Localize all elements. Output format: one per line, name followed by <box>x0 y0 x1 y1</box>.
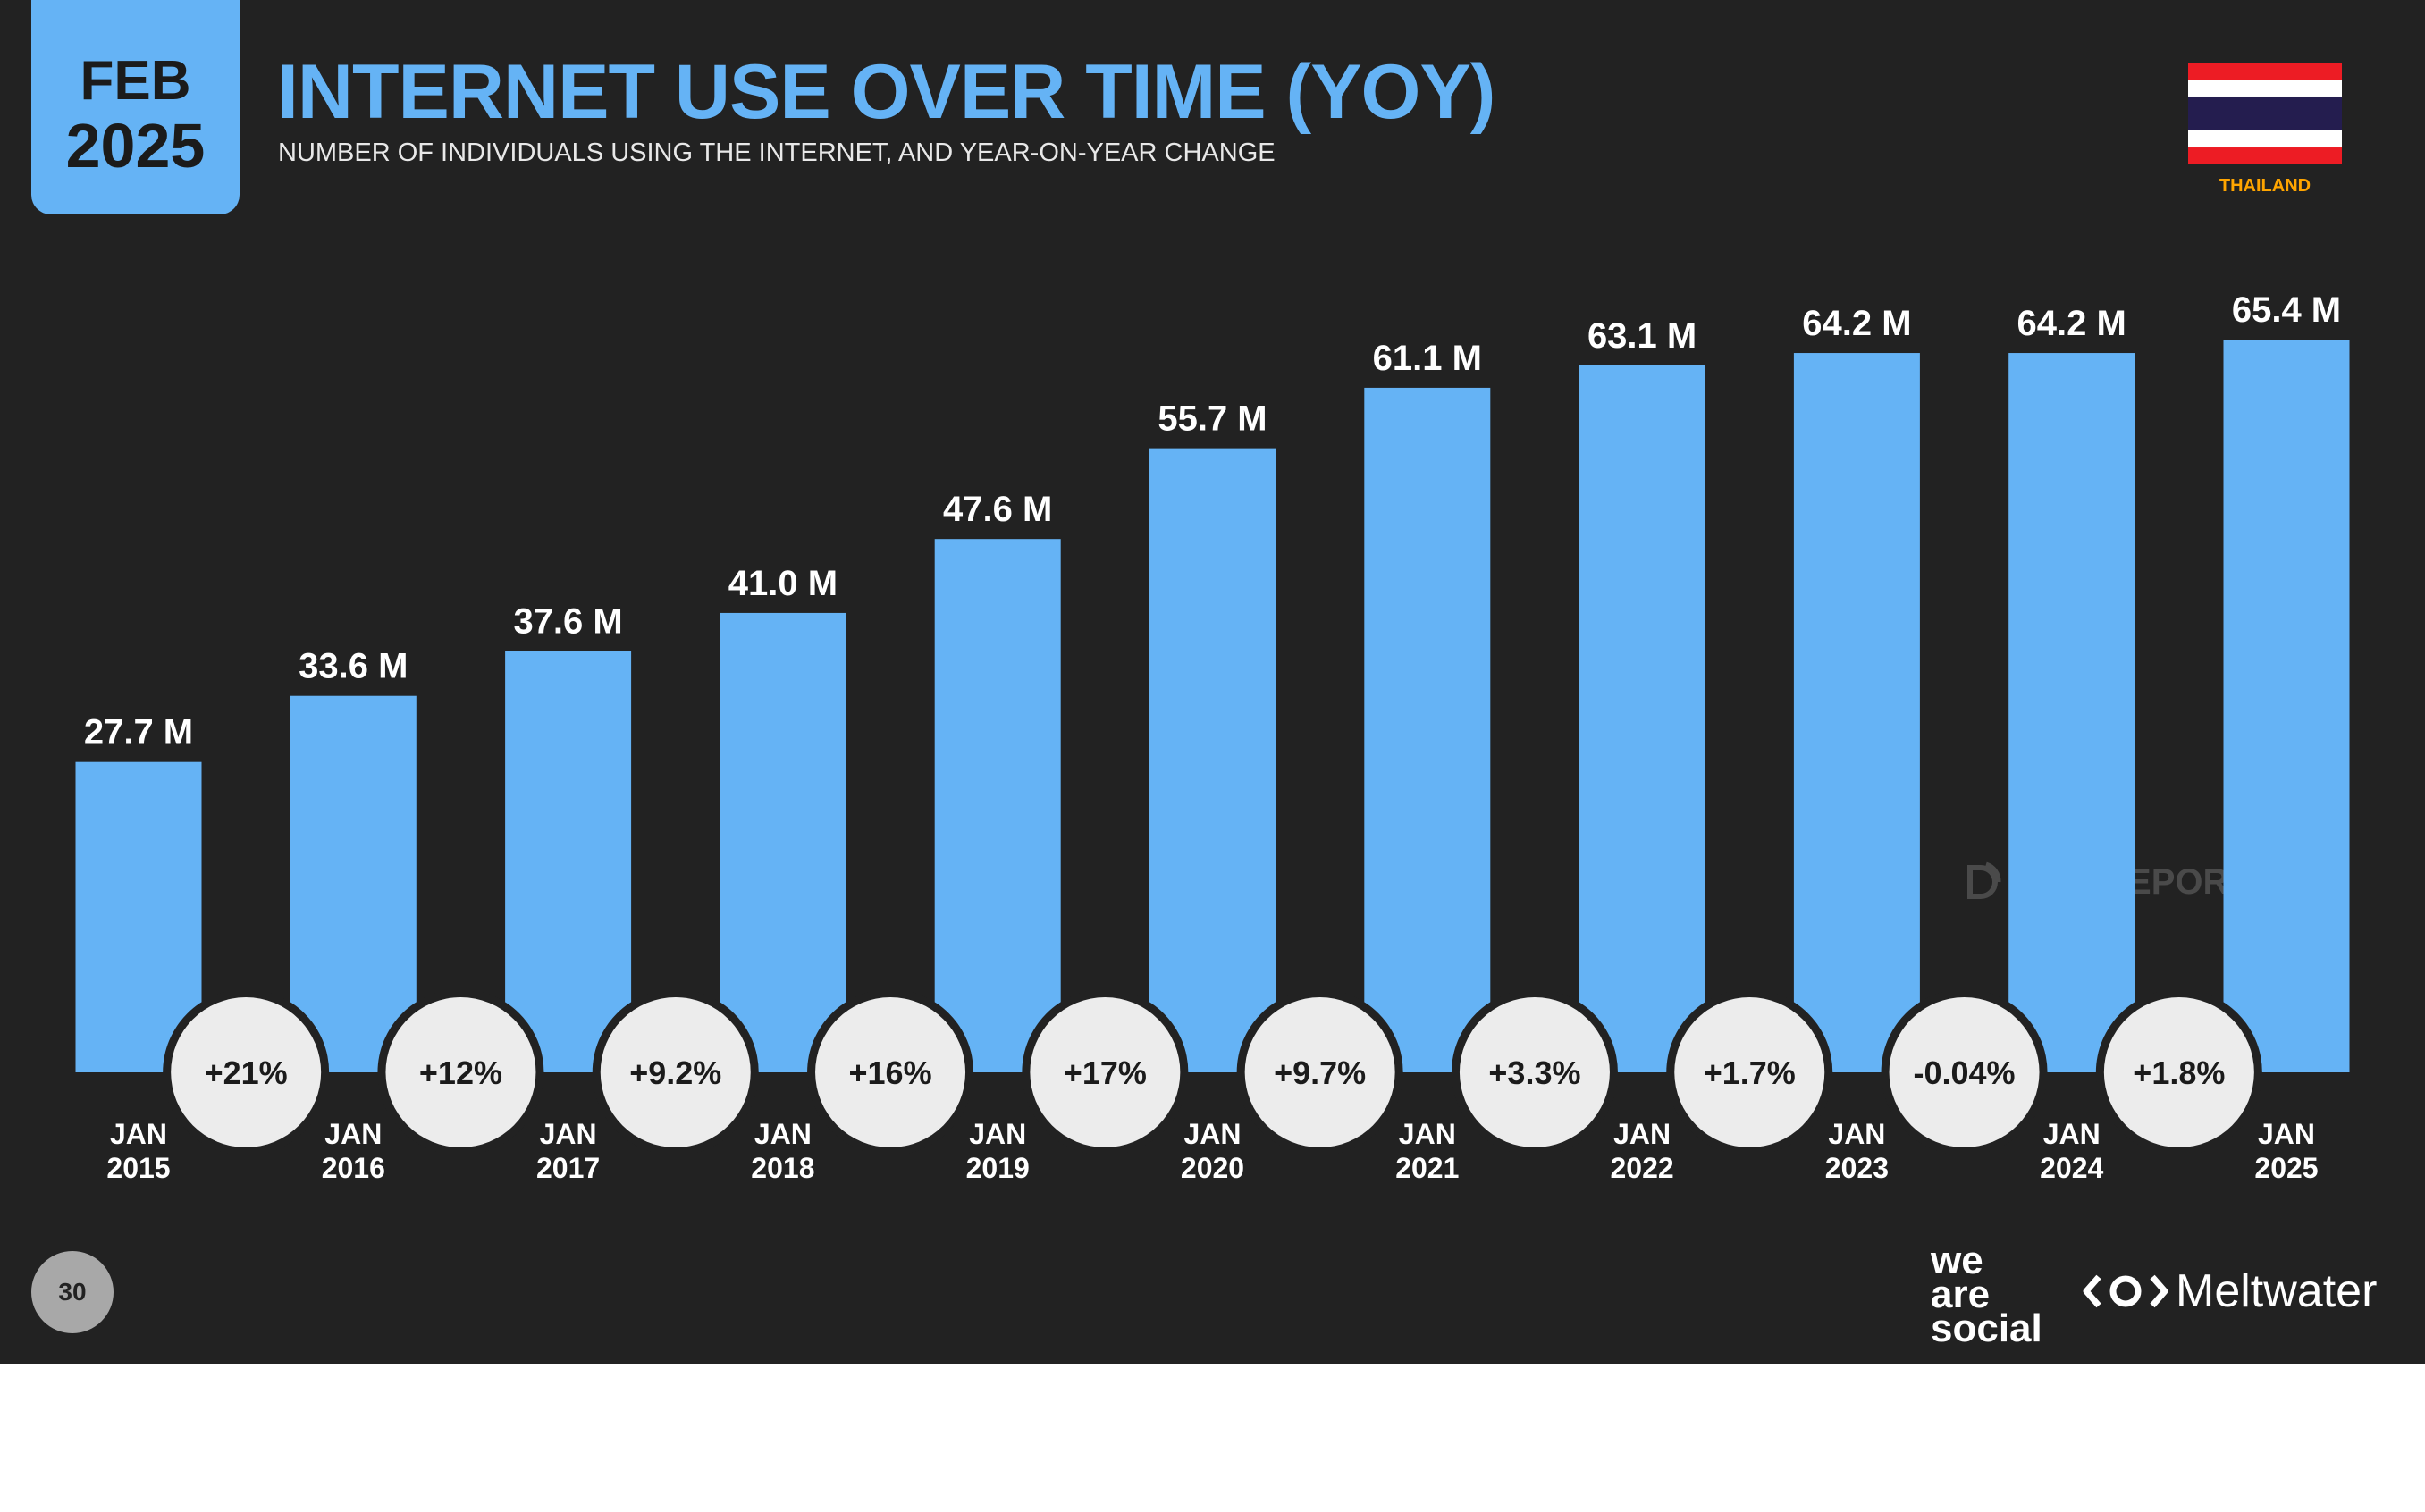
x-tick-month-1: JAN <box>324 1118 382 1150</box>
thailand-flag-icon <box>2188 63 2342 164</box>
x-tick-month-8: JAN <box>1828 1118 1885 1150</box>
bar-value-label-5: 55.7 M <box>1158 399 1267 439</box>
bar-0 <box>75 761 202 1072</box>
was-logo-line-2: are <box>1931 1273 1991 1316</box>
meltwater-logo: Meltwater <box>2083 1264 2377 1318</box>
x-tick-year-4: 2019 <box>966 1152 1030 1184</box>
x-tick-year-2: 2017 <box>536 1152 600 1184</box>
yoy-bubble-3 <box>815 997 966 1147</box>
yoy-change-label-7: +1.7% <box>1704 1054 1796 1091</box>
bar-value-label-9: 64.2 M <box>2017 304 2126 343</box>
x-tick-year-10: 2025 <box>2254 1152 2318 1184</box>
x-tick-month-7: JAN <box>1613 1118 1671 1150</box>
bar-value-label-7: 63.1 M <box>1587 316 1697 356</box>
bar-4 <box>934 539 1061 1072</box>
bar-value-label-2: 37.6 M <box>513 602 622 642</box>
datareportal-icon <box>1967 861 2001 899</box>
badge-month: FEB <box>80 50 191 112</box>
date-badge: FEB 2025 <box>31 0 240 214</box>
x-tick-month-6: JAN <box>1399 1118 1456 1150</box>
yoy-change-label-2: +9.2% <box>629 1054 721 1091</box>
was-logo-line-1: we <box>1931 1239 1983 1282</box>
meltwater-wordmark: Meltwater <box>2176 1265 2378 1317</box>
yoy-bubble-5 <box>1244 997 1395 1147</box>
bar-value-label-8: 64.2 M <box>1802 304 1911 343</box>
page-subtitle: NUMBER OF INDIVIDUALS USING THE INTERNET… <box>278 139 1276 167</box>
yoy-bubble-7 <box>1674 997 1825 1147</box>
x-tick-month-4: JAN <box>969 1118 1026 1150</box>
yoy-change-label-3: +16% <box>849 1054 932 1091</box>
yoy-bubble-2 <box>600 997 751 1147</box>
bar-7 <box>1579 365 1705 1073</box>
bar-value-label-6: 61.1 M <box>1373 339 1482 378</box>
bar-9 <box>2008 353 2135 1072</box>
bar-6 <box>1364 387 1491 1072</box>
bar-value-label-3: 41.0 M <box>728 564 838 603</box>
we-are-social-logo: we are social <box>1931 1239 2042 1350</box>
bar-value-label-1: 33.6 M <box>299 647 408 686</box>
bar-value-label-0: 27.7 M <box>84 713 193 752</box>
page-title: INTERNET USE OVER TIME (YOY) <box>277 49 1495 135</box>
x-tick-month-2: JAN <box>540 1118 597 1150</box>
was-logo-line-3: social <box>1931 1306 2042 1350</box>
yoy-bubble-9 <box>2103 997 2254 1147</box>
yoy-bubble-4 <box>1030 997 1181 1147</box>
meltwater-icon <box>2083 1274 2168 1308</box>
x-tick-year-1: 2016 <box>322 1152 385 1184</box>
yoy-change-label-1: +12% <box>419 1054 502 1091</box>
yoy-change-label-5: +9.7% <box>1274 1054 1366 1091</box>
x-tick-year-7: 2022 <box>1611 1152 1674 1184</box>
page-number: 30 <box>31 1251 114 1333</box>
bar-value-label-4: 47.6 M <box>943 490 1052 529</box>
yoy-bubble-6 <box>1459 997 1610 1147</box>
bar-value-label-10: 65.4 M <box>2232 290 2341 330</box>
yoy-change-label-0: +21% <box>205 1054 288 1091</box>
x-tick-month-5: JAN <box>1183 1118 1241 1150</box>
x-tick-month-9: JAN <box>2043 1118 2101 1150</box>
country-label: THAILAND <box>2219 176 2311 196</box>
x-tick-month-3: JAN <box>754 1118 812 1150</box>
x-tick-year-3: 2018 <box>751 1152 814 1184</box>
bar-8 <box>1793 353 1920 1072</box>
yoy-bubble-8 <box>1889 997 2040 1147</box>
yoy-change-label-6: +3.3% <box>1488 1054 1580 1091</box>
badge-year: 2025 <box>65 111 206 181</box>
x-tick-year-0: 2015 <box>106 1152 170 1184</box>
bar-1 <box>290 695 417 1072</box>
x-tick-month-0: JAN <box>110 1118 167 1150</box>
x-tick-year-6: 2021 <box>1395 1152 1459 1184</box>
yoy-bubble-0 <box>171 997 322 1147</box>
bar-10 <box>2223 340 2350 1072</box>
yoy-change-label-4: +17% <box>1064 1054 1147 1091</box>
x-tick-year-9: 2024 <box>2040 1152 2103 1184</box>
bar-5 <box>1149 448 1276 1072</box>
bar-2 <box>505 651 632 1072</box>
yoy-bubble-1 <box>385 997 536 1147</box>
yoy-change-label-9: +1.8% <box>2133 1054 2225 1091</box>
x-tick-month-10: JAN <box>2258 1118 2315 1150</box>
bar-3 <box>720 612 846 1072</box>
x-tick-year-5: 2020 <box>1181 1152 1244 1184</box>
slide: FEB 2025 INTERNET USE OVER TIME (YOY) NU… <box>0 0 2425 1364</box>
x-tick-year-8: 2023 <box>1825 1152 1889 1184</box>
yoy-change-label-8: -0.04% <box>1914 1054 2016 1091</box>
